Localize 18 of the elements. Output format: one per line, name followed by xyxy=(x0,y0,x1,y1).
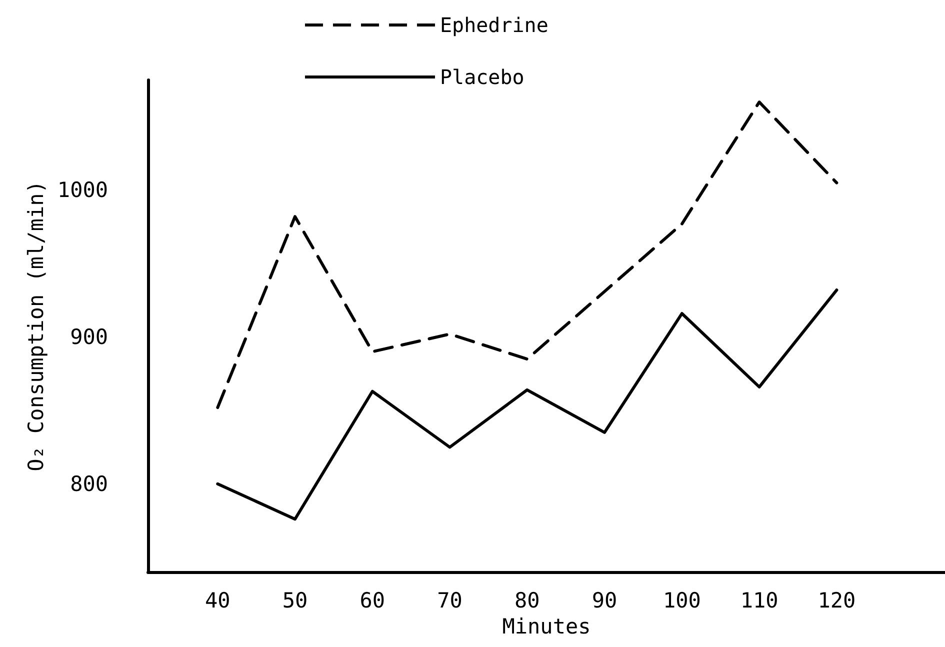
x-tick-label: 110 xyxy=(740,588,778,612)
x-tick-label: 80 xyxy=(514,588,540,612)
x-tick-label: 120 xyxy=(818,588,856,612)
legend-label: Ephedrine xyxy=(440,13,548,37)
line-series xyxy=(216,288,838,521)
line-series xyxy=(216,100,838,410)
x-tick-label: 40 xyxy=(204,588,230,612)
x-tick-label: 70 xyxy=(437,588,462,612)
y-tick-label: 900 xyxy=(70,325,108,350)
x-tick-label: 100 xyxy=(662,588,701,612)
legend-label: Placebo xyxy=(440,65,524,89)
x-axis-title: Minutes xyxy=(502,614,591,638)
y-tick-label: 800 xyxy=(70,472,108,496)
x-tick-label: 90 xyxy=(592,588,618,612)
y-axis-title: O₂ Consumption (ml/min) xyxy=(24,180,48,472)
y-tick-label: 1000 xyxy=(57,178,108,202)
x-tick-label: 50 xyxy=(282,588,308,612)
x-tick-label: 60 xyxy=(360,588,386,612)
